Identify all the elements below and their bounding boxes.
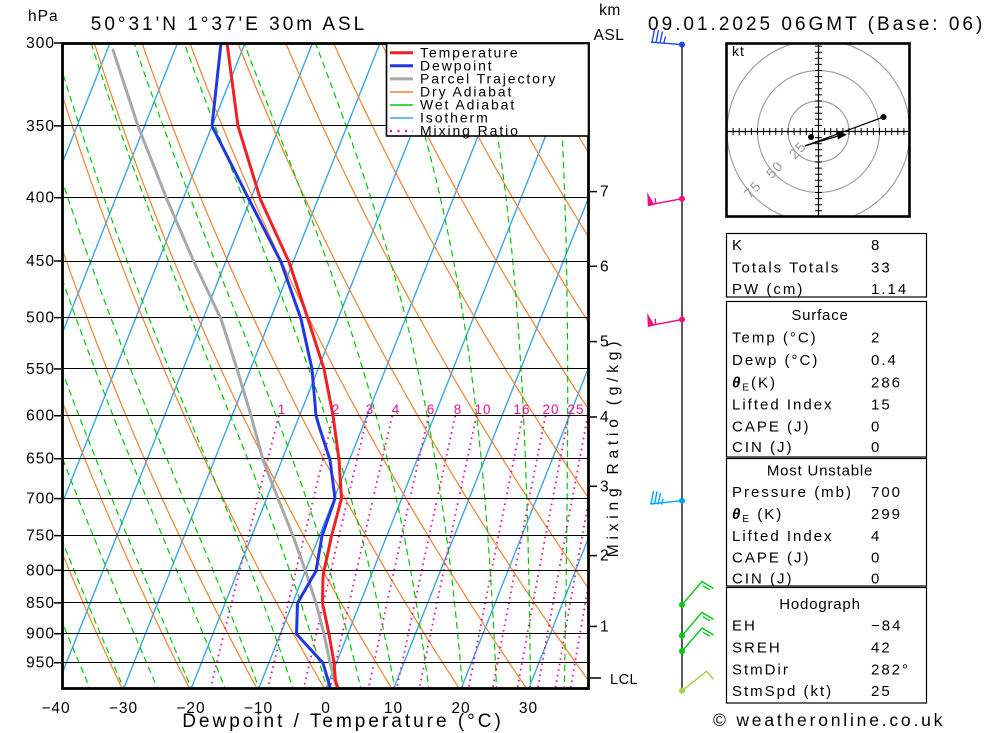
svg-text:Temp (°C): Temp (°C)	[732, 330, 818, 347]
svg-text:LCL: LCL	[610, 672, 638, 688]
svg-text:0: 0	[871, 439, 881, 456]
svg-text:7: 7	[600, 184, 610, 201]
svg-text:15: 15	[871, 397, 892, 414]
svg-text:550: 550	[26, 361, 55, 378]
svg-text:ASL: ASL	[594, 27, 625, 44]
svg-text:30: 30	[519, 700, 538, 717]
svg-text:Most Unstable: Most Unstable	[767, 463, 873, 480]
svg-text:−20: −20	[176, 700, 205, 717]
svg-text:0: 0	[871, 571, 881, 588]
svg-text:−40: −40	[41, 700, 70, 717]
svg-text:25: 25	[567, 402, 584, 417]
svg-text:10: 10	[384, 700, 403, 717]
svg-text:4: 4	[392, 402, 401, 417]
svg-text:Totals Totals: Totals Totals	[732, 260, 840, 277]
svg-text:650: 650	[26, 451, 55, 468]
svg-text:km: km	[599, 2, 621, 19]
svg-text:CIN (J): CIN (J)	[732, 439, 794, 456]
svg-text:600: 600	[26, 408, 55, 425]
svg-text:300: 300	[26, 35, 55, 52]
svg-text:θE (K): θE (K)	[732, 506, 783, 525]
svg-text:700: 700	[871, 484, 902, 501]
svg-text:1: 1	[600, 618, 610, 635]
svg-text:StmDir: StmDir	[732, 662, 790, 679]
svg-text:StmSpd (kt): StmSpd (kt)	[732, 683, 833, 700]
svg-text:Dewpoint / Temperature (°C): Dewpoint / Temperature (°C)	[182, 711, 504, 732]
svg-text:CAPE (J): CAPE (J)	[732, 419, 811, 436]
svg-text:−30: −30	[109, 700, 138, 717]
svg-text:−84: −84	[871, 618, 902, 635]
svg-text:K: K	[732, 237, 744, 254]
svg-text:20: 20	[542, 402, 559, 417]
svg-text:350: 350	[26, 118, 55, 135]
svg-text:CAPE (J): CAPE (J)	[732, 550, 811, 567]
svg-text:Wet Adiabat: Wet Adiabat	[420, 97, 516, 113]
svg-text:8: 8	[871, 237, 881, 254]
svg-text:750: 750	[26, 528, 55, 545]
svg-text:400: 400	[26, 190, 55, 207]
svg-text:Lifted Index: Lifted Index	[732, 397, 834, 414]
svg-text:−10: −10	[244, 700, 273, 717]
svg-text:6: 6	[600, 258, 610, 275]
svg-text:Temperature: Temperature	[420, 44, 520, 60]
svg-text:3: 3	[366, 402, 375, 417]
svg-text:50°31'N 1°37'E 30m ASL: 50°31'N 1°37'E 30m ASL	[91, 14, 367, 35]
svg-text:Dewp (°C): Dewp (°C)	[732, 352, 819, 369]
svg-text:2: 2	[332, 402, 341, 417]
svg-text:33: 33	[871, 260, 892, 277]
svg-text:09.01.2025 06GMT (Base: 06): 09.01.2025 06GMT (Base: 06)	[648, 14, 985, 35]
svg-text:Hodograph: Hodograph	[779, 596, 860, 613]
svg-text:850: 850	[26, 595, 55, 612]
svg-text:8: 8	[454, 402, 463, 417]
svg-text:500: 500	[26, 310, 55, 327]
svg-text:kt: kt	[732, 43, 745, 59]
svg-text:6: 6	[427, 402, 436, 417]
svg-text:4: 4	[871, 528, 881, 545]
svg-text:16: 16	[513, 402, 530, 417]
svg-text:PW (cm): PW (cm)	[732, 281, 804, 298]
svg-text:800: 800	[26, 562, 55, 579]
svg-text:5: 5	[600, 334, 610, 351]
svg-text:EH: EH	[732, 618, 757, 635]
svg-text:Mixing Ratio (g/kg): Mixing Ratio (g/kg)	[605, 337, 622, 557]
svg-text:299: 299	[871, 506, 902, 523]
svg-text:0: 0	[871, 419, 881, 436]
svg-text:4: 4	[600, 409, 610, 426]
svg-text:hPa: hPa	[28, 8, 59, 25]
svg-text:Mixing Ratio: Mixing Ratio	[420, 123, 520, 139]
svg-text:CIN (J): CIN (J)	[732, 571, 794, 588]
svg-text:282°: 282°	[871, 662, 910, 679]
svg-text:Dewpoint: Dewpoint	[420, 57, 494, 73]
svg-text:Pressure (mb): Pressure (mb)	[732, 484, 853, 501]
svg-text:Dry Adiabat: Dry Adiabat	[420, 84, 513, 100]
svg-text:θE(K): θE(K)	[732, 375, 777, 394]
svg-text:42: 42	[871, 640, 892, 657]
svg-text:0.4: 0.4	[871, 352, 898, 369]
svg-text:286: 286	[871, 375, 902, 392]
svg-text:0: 0	[871, 550, 881, 567]
svg-text:© weatheronline.co.uk: © weatheronline.co.uk	[713, 710, 945, 730]
svg-text:25: 25	[871, 683, 892, 700]
svg-text:Isotherm: Isotherm	[420, 110, 490, 126]
svg-text:1.14: 1.14	[871, 281, 908, 298]
svg-text:450: 450	[26, 253, 55, 270]
svg-text:Parcel Trajectory: Parcel Trajectory	[420, 70, 557, 86]
svg-text:Lifted Index: Lifted Index	[732, 528, 834, 545]
svg-text:950: 950	[26, 655, 55, 672]
svg-text:SREH: SREH	[732, 640, 782, 657]
svg-text:10: 10	[474, 402, 491, 417]
svg-text:700: 700	[26, 491, 55, 508]
svg-text:2: 2	[871, 330, 881, 347]
svg-text:1: 1	[278, 402, 287, 417]
svg-text:3: 3	[600, 478, 610, 495]
svg-text:20: 20	[451, 700, 470, 717]
svg-text:0: 0	[321, 700, 331, 717]
svg-text:2: 2	[600, 548, 610, 565]
svg-text:Surface: Surface	[791, 307, 848, 324]
svg-text:900: 900	[26, 626, 55, 643]
